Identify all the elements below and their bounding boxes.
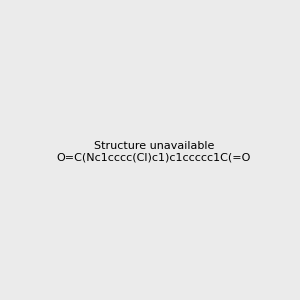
Text: Structure unavailable
O=C(Nc1cccc(Cl)c1)c1ccccc1C(=O: Structure unavailable O=C(Nc1cccc(Cl)c1)… — [57, 141, 251, 162]
